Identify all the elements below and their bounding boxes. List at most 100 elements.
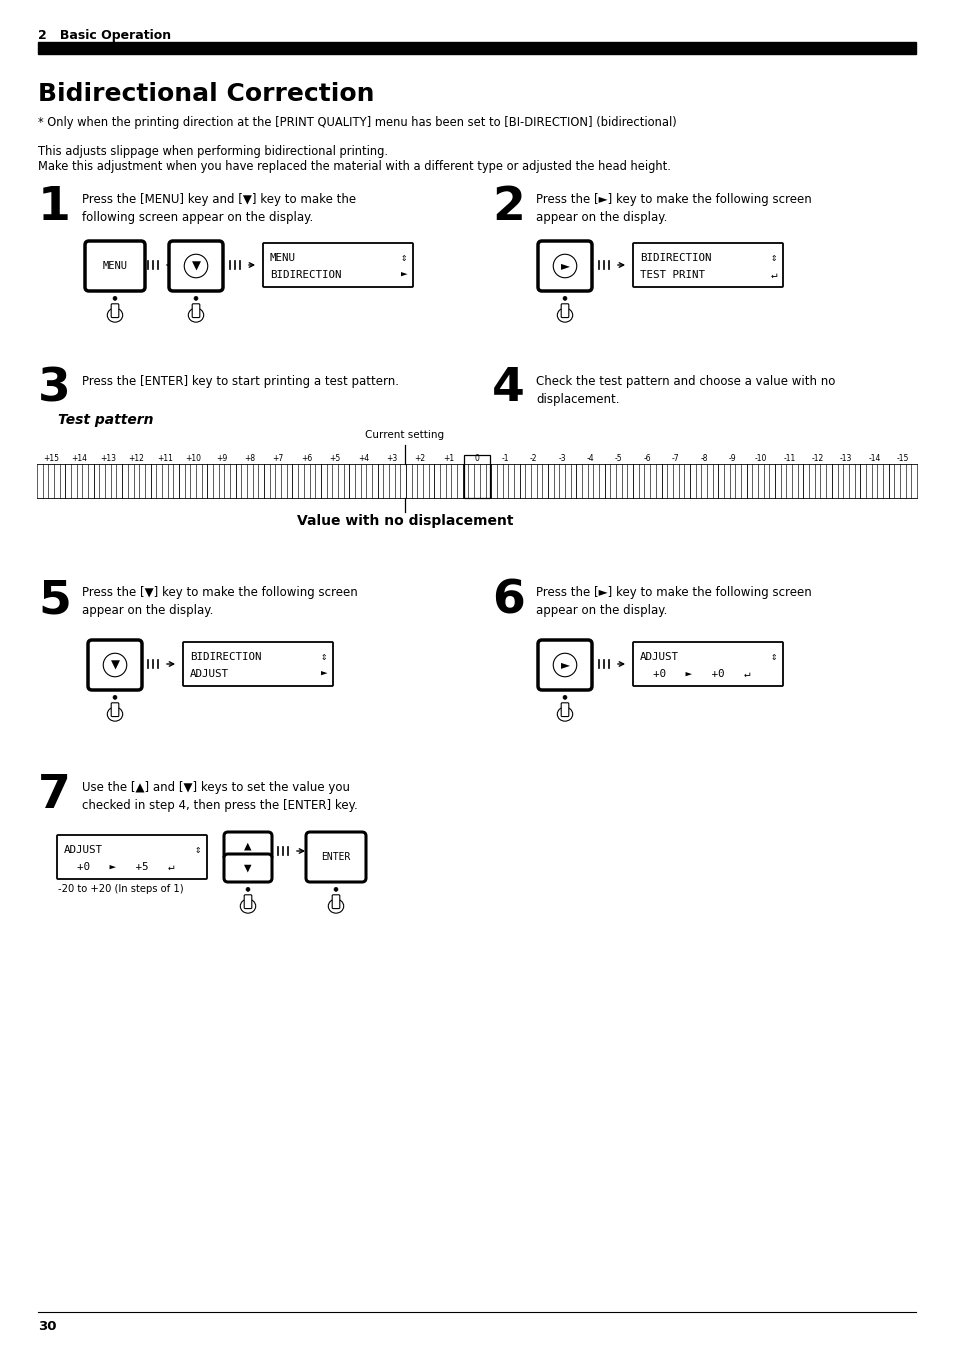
- Ellipse shape: [328, 900, 343, 913]
- Text: -10: -10: [754, 454, 766, 463]
- FancyBboxPatch shape: [633, 243, 782, 286]
- Text: ENTER: ENTER: [321, 852, 351, 862]
- FancyBboxPatch shape: [537, 640, 592, 690]
- Text: ⇕: ⇕: [194, 844, 201, 855]
- Text: Press the [►] key to make the following screen
appear on the display.: Press the [►] key to make the following …: [536, 586, 811, 617]
- Text: Press the [►] key to make the following screen
appear on the display.: Press the [►] key to make the following …: [536, 193, 811, 224]
- Text: Press the [MENU] key and [▼] key to make the
following screen appear on the disp: Press the [MENU] key and [▼] key to make…: [82, 193, 355, 224]
- Text: ADJUST: ADJUST: [190, 669, 229, 678]
- Text: -20 to +20 (In steps of 1): -20 to +20 (In steps of 1): [58, 884, 183, 894]
- Text: ►: ►: [320, 669, 327, 678]
- Text: +7: +7: [273, 454, 284, 463]
- Text: +4: +4: [357, 454, 369, 463]
- Text: +8: +8: [244, 454, 255, 463]
- FancyBboxPatch shape: [633, 642, 782, 686]
- Text: 3: 3: [38, 366, 71, 411]
- Text: ↵: ↵: [770, 270, 776, 280]
- Circle shape: [184, 254, 208, 278]
- FancyBboxPatch shape: [57, 835, 207, 880]
- Ellipse shape: [557, 707, 572, 721]
- FancyBboxPatch shape: [169, 240, 223, 290]
- Text: 7: 7: [38, 773, 71, 817]
- Text: ▼: ▼: [111, 658, 119, 671]
- FancyBboxPatch shape: [224, 832, 272, 861]
- FancyBboxPatch shape: [537, 240, 592, 290]
- Text: Check the test pattern and choose a value with no
displacement.: Check the test pattern and choose a valu…: [536, 376, 835, 407]
- Text: +0   ►   +5   ↵: +0 ► +5 ↵: [64, 862, 174, 871]
- FancyBboxPatch shape: [244, 894, 252, 909]
- Text: ⇕: ⇕: [400, 253, 407, 263]
- Circle shape: [112, 296, 117, 300]
- Text: -4: -4: [586, 454, 594, 463]
- FancyBboxPatch shape: [85, 240, 145, 290]
- FancyBboxPatch shape: [263, 243, 413, 286]
- Text: +14: +14: [71, 454, 88, 463]
- Text: -1: -1: [501, 454, 509, 463]
- Text: -8: -8: [700, 454, 707, 463]
- Text: * Only when the printing direction at the [PRINT QUALITY] menu has been set to [: * Only when the printing direction at th…: [38, 116, 676, 128]
- Ellipse shape: [188, 308, 204, 322]
- Text: +13: +13: [100, 454, 116, 463]
- Text: +12: +12: [129, 454, 144, 463]
- Text: ▼: ▼: [244, 862, 252, 874]
- FancyBboxPatch shape: [192, 304, 199, 317]
- Text: +0   ►   +0   ↵: +0 ► +0 ↵: [639, 669, 750, 678]
- Text: +11: +11: [156, 454, 172, 463]
- Ellipse shape: [557, 308, 572, 322]
- Text: -15: -15: [896, 454, 908, 463]
- Text: ADJUST: ADJUST: [64, 844, 103, 855]
- Text: Value with no displacement: Value with no displacement: [296, 513, 513, 528]
- Text: Make this adjustment when you have replaced the material with a different type o: Make this adjustment when you have repla…: [38, 159, 670, 173]
- Circle shape: [246, 888, 250, 892]
- Circle shape: [553, 254, 577, 278]
- Text: 4: 4: [492, 366, 524, 411]
- FancyBboxPatch shape: [332, 894, 339, 909]
- Ellipse shape: [107, 308, 123, 322]
- Text: Use the [▲] and [▼] keys to set the value you
checked in step 4, then press the : Use the [▲] and [▼] keys to set the valu…: [82, 781, 357, 812]
- FancyBboxPatch shape: [560, 304, 568, 317]
- Text: ⇕: ⇕: [770, 653, 776, 662]
- Text: Current setting: Current setting: [365, 430, 444, 440]
- Ellipse shape: [240, 900, 255, 913]
- Text: -3: -3: [558, 454, 565, 463]
- FancyBboxPatch shape: [183, 642, 333, 686]
- FancyBboxPatch shape: [112, 703, 119, 716]
- Text: -11: -11: [782, 454, 795, 463]
- Text: 0: 0: [474, 454, 479, 463]
- Text: -5: -5: [615, 454, 622, 463]
- Text: -6: -6: [643, 454, 651, 463]
- Text: MENU: MENU: [102, 261, 128, 272]
- Text: ⇕: ⇕: [770, 253, 776, 263]
- Bar: [38, 42, 915, 54]
- FancyBboxPatch shape: [224, 854, 272, 882]
- Circle shape: [112, 696, 117, 700]
- FancyBboxPatch shape: [112, 304, 119, 317]
- Text: TEST PRINT: TEST PRINT: [639, 270, 704, 280]
- Text: Press the [ENTER] key to start printing a test pattern.: Press the [ENTER] key to start printing …: [82, 376, 398, 388]
- Text: 5: 5: [38, 578, 71, 623]
- Text: +10: +10: [185, 454, 201, 463]
- Text: +2: +2: [415, 454, 425, 463]
- Text: ADJUST: ADJUST: [639, 653, 679, 662]
- Bar: [463, 455, 490, 499]
- Text: 1: 1: [38, 185, 71, 230]
- Circle shape: [562, 696, 566, 700]
- Text: +15: +15: [43, 454, 59, 463]
- Ellipse shape: [107, 707, 123, 721]
- Circle shape: [553, 654, 577, 677]
- Text: +1: +1: [442, 454, 454, 463]
- Text: Bidirectional Correction: Bidirectional Correction: [38, 82, 375, 105]
- Text: -9: -9: [728, 454, 736, 463]
- Text: This adjusts slippage when performing bidirectional printing.: This adjusts slippage when performing bi…: [38, 145, 388, 158]
- Text: Press the [▼] key to make the following screen
appear on the display.: Press the [▼] key to make the following …: [82, 586, 357, 617]
- FancyBboxPatch shape: [560, 703, 568, 716]
- Text: -12: -12: [811, 454, 822, 463]
- Text: ►: ►: [400, 270, 407, 280]
- Text: -7: -7: [671, 454, 679, 463]
- Text: 30: 30: [38, 1320, 56, 1332]
- Text: +9: +9: [215, 454, 227, 463]
- Text: Test pattern: Test pattern: [58, 413, 153, 427]
- Text: ►: ►: [560, 658, 569, 671]
- Text: -14: -14: [867, 454, 880, 463]
- Text: 6: 6: [492, 578, 524, 623]
